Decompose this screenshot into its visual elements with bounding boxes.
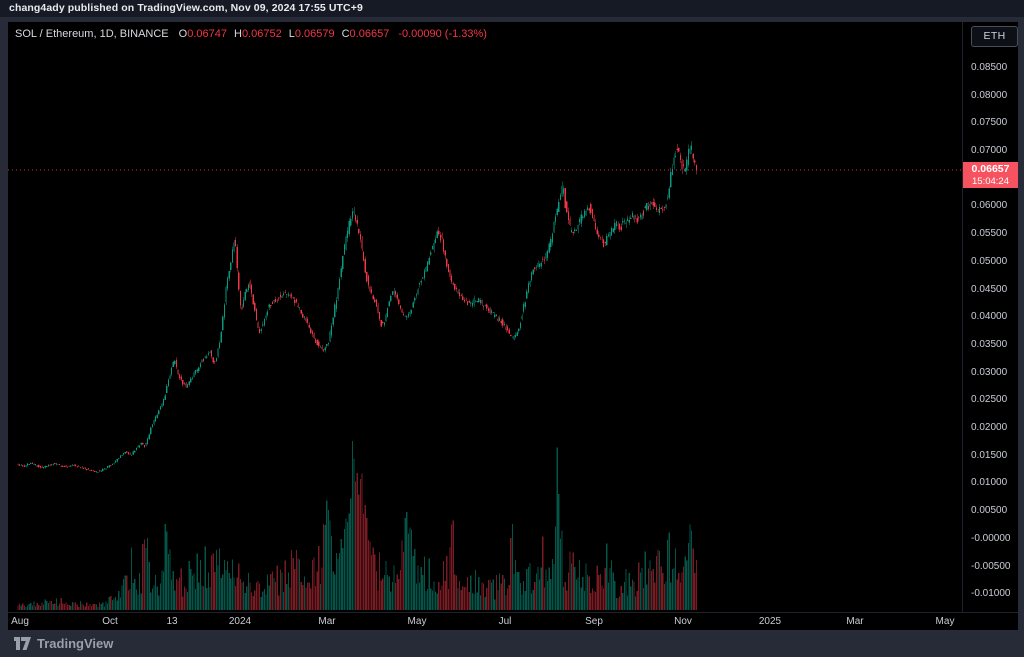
price-tick: 0.05500 (971, 228, 1008, 240)
time-tick: Sep (585, 616, 603, 627)
time-tick: 2025 (758, 616, 782, 627)
price-unit-toggle-button[interactable]: ETH (971, 26, 1018, 47)
time-tick: Aug (11, 616, 29, 627)
time-tick: 13 (166, 616, 178, 627)
price-tick: 0.02000 (971, 422, 1008, 433)
time-tick: May (407, 616, 427, 627)
ohlc-h: H0.06752 (233, 28, 282, 40)
time-tick: Nov (674, 616, 692, 627)
price-tick: 0.07000 (971, 145, 1008, 156)
price-tick: 0.03000 (971, 366, 1008, 378)
time-tick: Mar (846, 616, 864, 627)
price-axis[interactable]: 0.08500 0.08000 0.07500 0.07000 0.06000 0.055… (963, 22, 1018, 612)
price-tick: 0.04500 (971, 283, 1008, 295)
symbol-title[interactable]: SOL / Ethereum, 1D, BINANCE (15, 28, 169, 40)
price-tick: 0.01500 (971, 449, 1008, 461)
candlestick-chart[interactable] (8, 22, 1018, 630)
published-text: chang4ady published on TradingView.com, … (9, 2, 363, 14)
price-tick: 0.08500 (971, 61, 1008, 73)
price-tick: -0.01000 (971, 588, 1011, 600)
price-tick: 0.00500 (971, 505, 1008, 517)
tradingview-logo-text: TradingView (37, 635, 114, 651)
time-tick: Jul (498, 616, 512, 627)
last-price-value: 0.06657 (971, 163, 1010, 175)
price-tick: 0.02500 (971, 394, 1008, 406)
price-tick: 0.01000 (971, 477, 1008, 489)
price-tick: 0.06000 (971, 200, 1008, 212)
time-tick: May (935, 616, 955, 627)
price-tick: 0.05000 (971, 255, 1008, 267)
price-tick: 0.07500 (971, 117, 1008, 129)
price-tick: 0.03500 (971, 338, 1008, 350)
price-tick: -0.00500 (971, 560, 1011, 572)
chart-panel: SOL / Ethereum, 1D, BINANCE O0.06747 H0.06… (8, 22, 1018, 630)
time-tick: Oct (102, 616, 118, 627)
published-bar: chang4ady published on TradingView.com, … (0, 0, 1024, 17)
ohlc-c: C0.06657 (341, 28, 390, 40)
tradingview-logo-link[interactable]: TradingView (14, 635, 113, 651)
price-axis-separator (962, 22, 963, 612)
time-axis[interactable]: Aug Oct 13 2024 Mar May Jul Sep Nov 2025 Mar May (8, 613, 962, 630)
time-tick: Mar (318, 616, 336, 627)
change-value: -0.00090 (-1.33%) (398, 28, 487, 40)
last-price-label: 0.06657 15:04:24 (963, 162, 1018, 188)
time-tick: 2024 (228, 616, 252, 627)
tradingview-icon (14, 636, 31, 650)
price-tick: -0.00000 (971, 532, 1011, 544)
price-tick: 0.08000 (971, 89, 1008, 101)
ohlc-l: L0.06579 (288, 28, 335, 40)
price-tick: 0.04000 (971, 311, 1008, 323)
time-axis-separator (8, 612, 1018, 613)
ohlc-o: O0.06747 (178, 28, 227, 40)
ohlc-values: O0.06747 H0.06752 L0.06579 C0.06657 (179, 28, 397, 40)
symbol-info-bar: SOL / Ethereum, 1D, BINANCE O0.06747 H0.06… (15, 26, 487, 42)
countdown-timer: 15:04:24 (972, 176, 1009, 187)
